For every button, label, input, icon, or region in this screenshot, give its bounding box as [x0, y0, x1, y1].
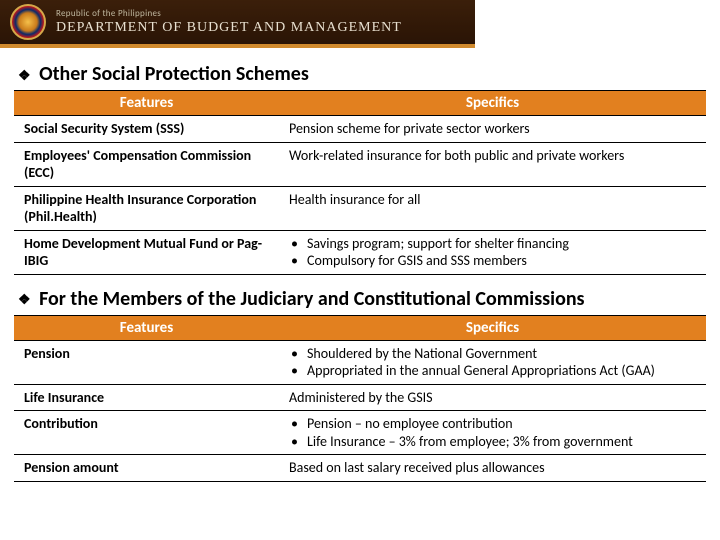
bullet-icon: •: [289, 415, 307, 433]
bullet-text: Shouldered by the National Government: [307, 345, 696, 363]
ph-seal-icon: [10, 4, 46, 40]
feature-cell: Social Security System (SSS): [14, 116, 279, 143]
bullet-icon: •: [289, 362, 307, 380]
specifics-cell: Based on last salary received plus allow…: [279, 455, 706, 482]
bullet-text: Compulsory for GSIS and SSS members: [307, 252, 696, 270]
specifics-cell: Health insurance for all: [279, 186, 706, 230]
feature-cell: Contribution: [14, 411, 279, 455]
feature-cell: Employees' Compensation Commission (ECC): [14, 142, 279, 186]
table-row: Social Security System (SSS)Pension sche…: [14, 116, 706, 143]
section1-heading: ❖ Other Social Protection Schemes: [0, 54, 720, 90]
department-title: DEPARTMENT OF BUDGET AND MANAGEMENT: [56, 20, 402, 36]
bullet-item: •Appropriated in the annual General Appr…: [289, 362, 696, 380]
section1-heading-text: Other Social Protection Schemes: [39, 62, 309, 86]
col-specifics: Specifics: [279, 315, 706, 340]
bullet-text: Life Insurance – 3% from employee; 3% fr…: [307, 433, 696, 451]
table-row: Life InsuranceAdministered by the GSIS: [14, 384, 706, 411]
bullet-text: Savings program; support for shelter fin…: [307, 235, 696, 253]
bullet-text: Pension – no employee contribution: [307, 415, 696, 433]
specifics-cell: •Shouldered by the National Government•A…: [279, 340, 706, 384]
col-features: Features: [14, 315, 279, 340]
feature-cell: Pension amount: [14, 455, 279, 482]
feature-cell: Philippine Health Insurance Corporation …: [14, 186, 279, 230]
bullet-item: •Shouldered by the National Government: [289, 345, 696, 363]
department-header: Republic of the Philippines DEPARTMENT O…: [0, 0, 475, 48]
bullet-item: •Pension – no employee contribution: [289, 415, 696, 433]
col-features: Features: [14, 91, 279, 116]
department-text: Republic of the Philippines DEPARTMENT O…: [56, 8, 402, 36]
specifics-cell: Pension scheme for private sector worker…: [279, 116, 706, 143]
table-judiciary: Features Specifics Pension•Shouldered by…: [14, 315, 706, 482]
section2-heading: ❖ For the Members of the Judiciary and C…: [0, 281, 720, 315]
specifics-cell: •Pension – no employee contribution•Life…: [279, 411, 706, 455]
bullet-icon: •: [289, 345, 307, 363]
bullet-icon: •: [289, 235, 307, 253]
col-specifics: Specifics: [279, 91, 706, 116]
table-row: Contribution•Pension – no employee contr…: [14, 411, 706, 455]
bullet-item: •Compulsory for GSIS and SSS members: [289, 252, 696, 270]
specifics-cell: Administered by the GSIS: [279, 384, 706, 411]
feature-cell: Home Development Mutual Fund or Pag-IBIG: [14, 230, 279, 274]
specifics-cell: •Savings program; support for shelter fi…: [279, 230, 706, 274]
table-row: Philippine Health Insurance Corporation …: [14, 186, 706, 230]
feature-cell: Pension: [14, 340, 279, 384]
diamond-bullet-icon: ❖: [18, 291, 31, 308]
table-row: Home Development Mutual Fund or Pag-IBIG…: [14, 230, 706, 274]
republic-subtitle: Republic of the Philippines: [56, 8, 402, 19]
bullet-text: Appropriated in the annual General Appro…: [307, 362, 696, 380]
bullet-icon: •: [289, 252, 307, 270]
bullet-item: •Life Insurance – 3% from employee; 3% f…: [289, 433, 696, 451]
feature-cell: Life Insurance: [14, 384, 279, 411]
table-row: Employees' Compensation Commission (ECC)…: [14, 142, 706, 186]
diamond-bullet-icon: ❖: [18, 67, 31, 84]
table-row: Pension amountBased on last salary recei…: [14, 455, 706, 482]
table-row: Pension•Shouldered by the National Gover…: [14, 340, 706, 384]
specifics-cell: Work-related insurance for both public a…: [279, 142, 706, 186]
section2-heading-text: For the Members of the Judiciary and Con…: [39, 287, 584, 311]
bullet-icon: •: [289, 433, 307, 451]
table-social-protection: Features Specifics Social Security Syste…: [14, 90, 706, 275]
bullet-item: •Savings program; support for shelter fi…: [289, 235, 696, 253]
